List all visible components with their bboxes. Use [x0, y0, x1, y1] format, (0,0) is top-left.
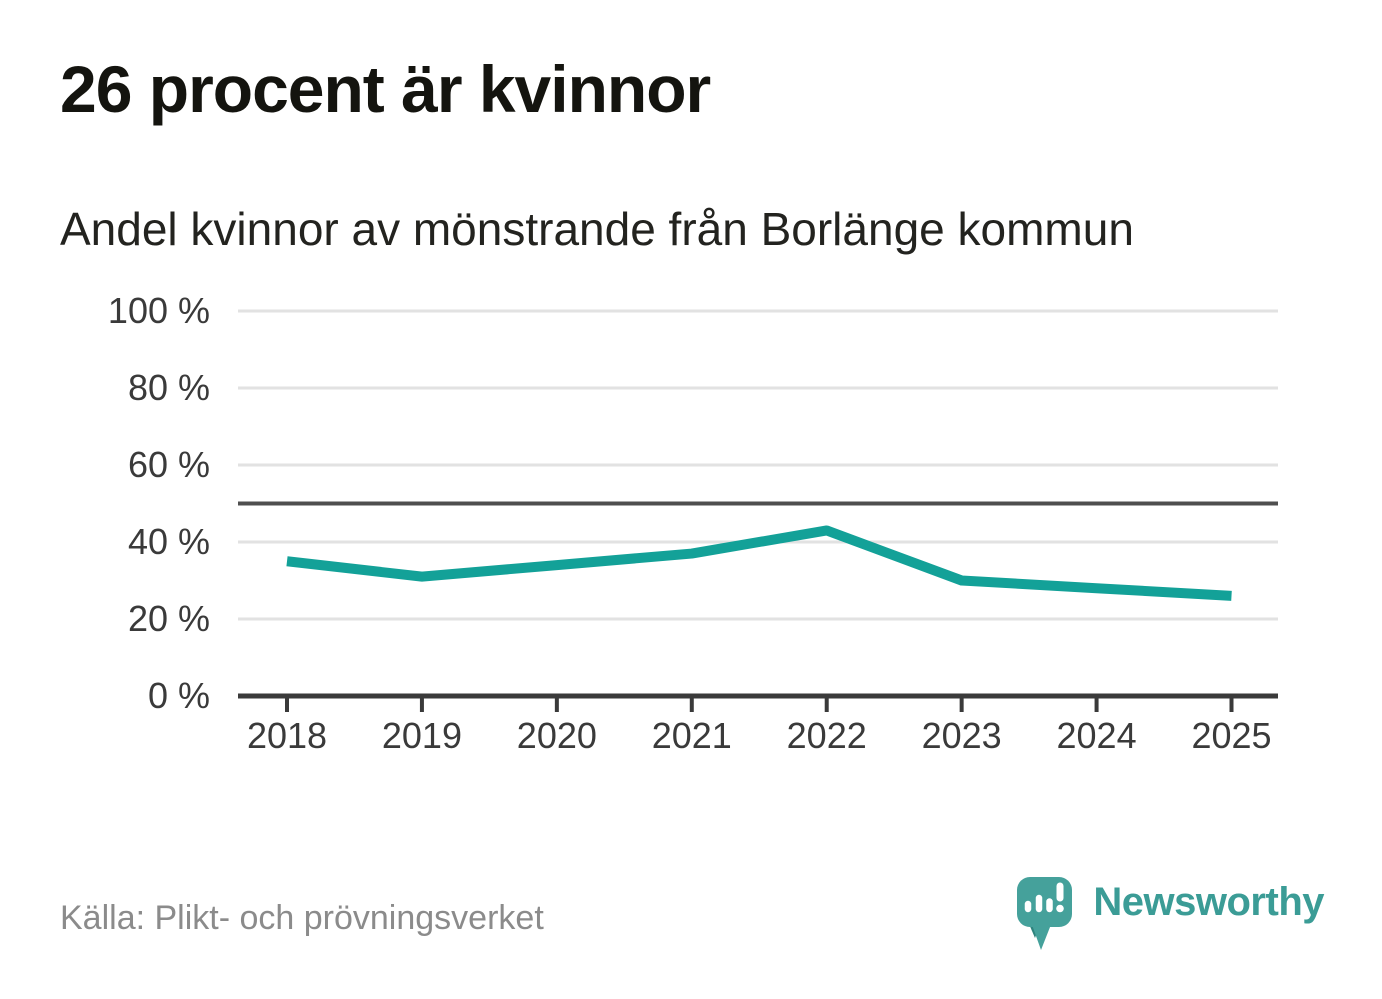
source-note: Källa: Plikt- och prövningsverket: [60, 899, 544, 937]
x-tick-label: 2021: [652, 715, 732, 756]
x-tick-label: 2023: [922, 715, 1002, 756]
data-line: [286, 525, 1232, 601]
x-tick-label: 2018: [247, 715, 327, 756]
y-tick-label: 100 %: [108, 290, 210, 331]
y-tick-label: 40 %: [128, 521, 210, 562]
x-tick-label: 2024: [1057, 715, 1137, 756]
chart-subtitle: Andel kvinnor av mönstrande från Borläng…: [60, 203, 1134, 255]
x-tick-label: 2025: [1191, 715, 1271, 756]
line-chart: 0 % 20 % 40 % 60 % 80 % 100 % 2018 2019 2020 2021…: [108, 290, 1278, 756]
page-title: 26 procent är kvinnor: [60, 52, 711, 126]
y-tick-label: 20 %: [128, 598, 210, 639]
newsworthy-wordmark: Newsworthy: [1093, 880, 1324, 924]
logo-exclamation-dot: [1056, 904, 1065, 913]
newsworthy-bubble-chart-icon: [1017, 877, 1073, 950]
x-tick-label: 2020: [517, 715, 597, 756]
y-tick-label: 60 %: [128, 444, 210, 485]
y-tick-label: 80 %: [128, 367, 210, 408]
x-tick-label: 2022: [787, 715, 867, 756]
logo-tail: [1031, 922, 1053, 950]
logo-bubble: [1017, 877, 1073, 927]
x-tick-label: 2019: [382, 715, 462, 756]
y-tick-label: 0 %: [148, 675, 210, 716]
newsworthy-logo: Newsworthy: [1009, 874, 1324, 954]
